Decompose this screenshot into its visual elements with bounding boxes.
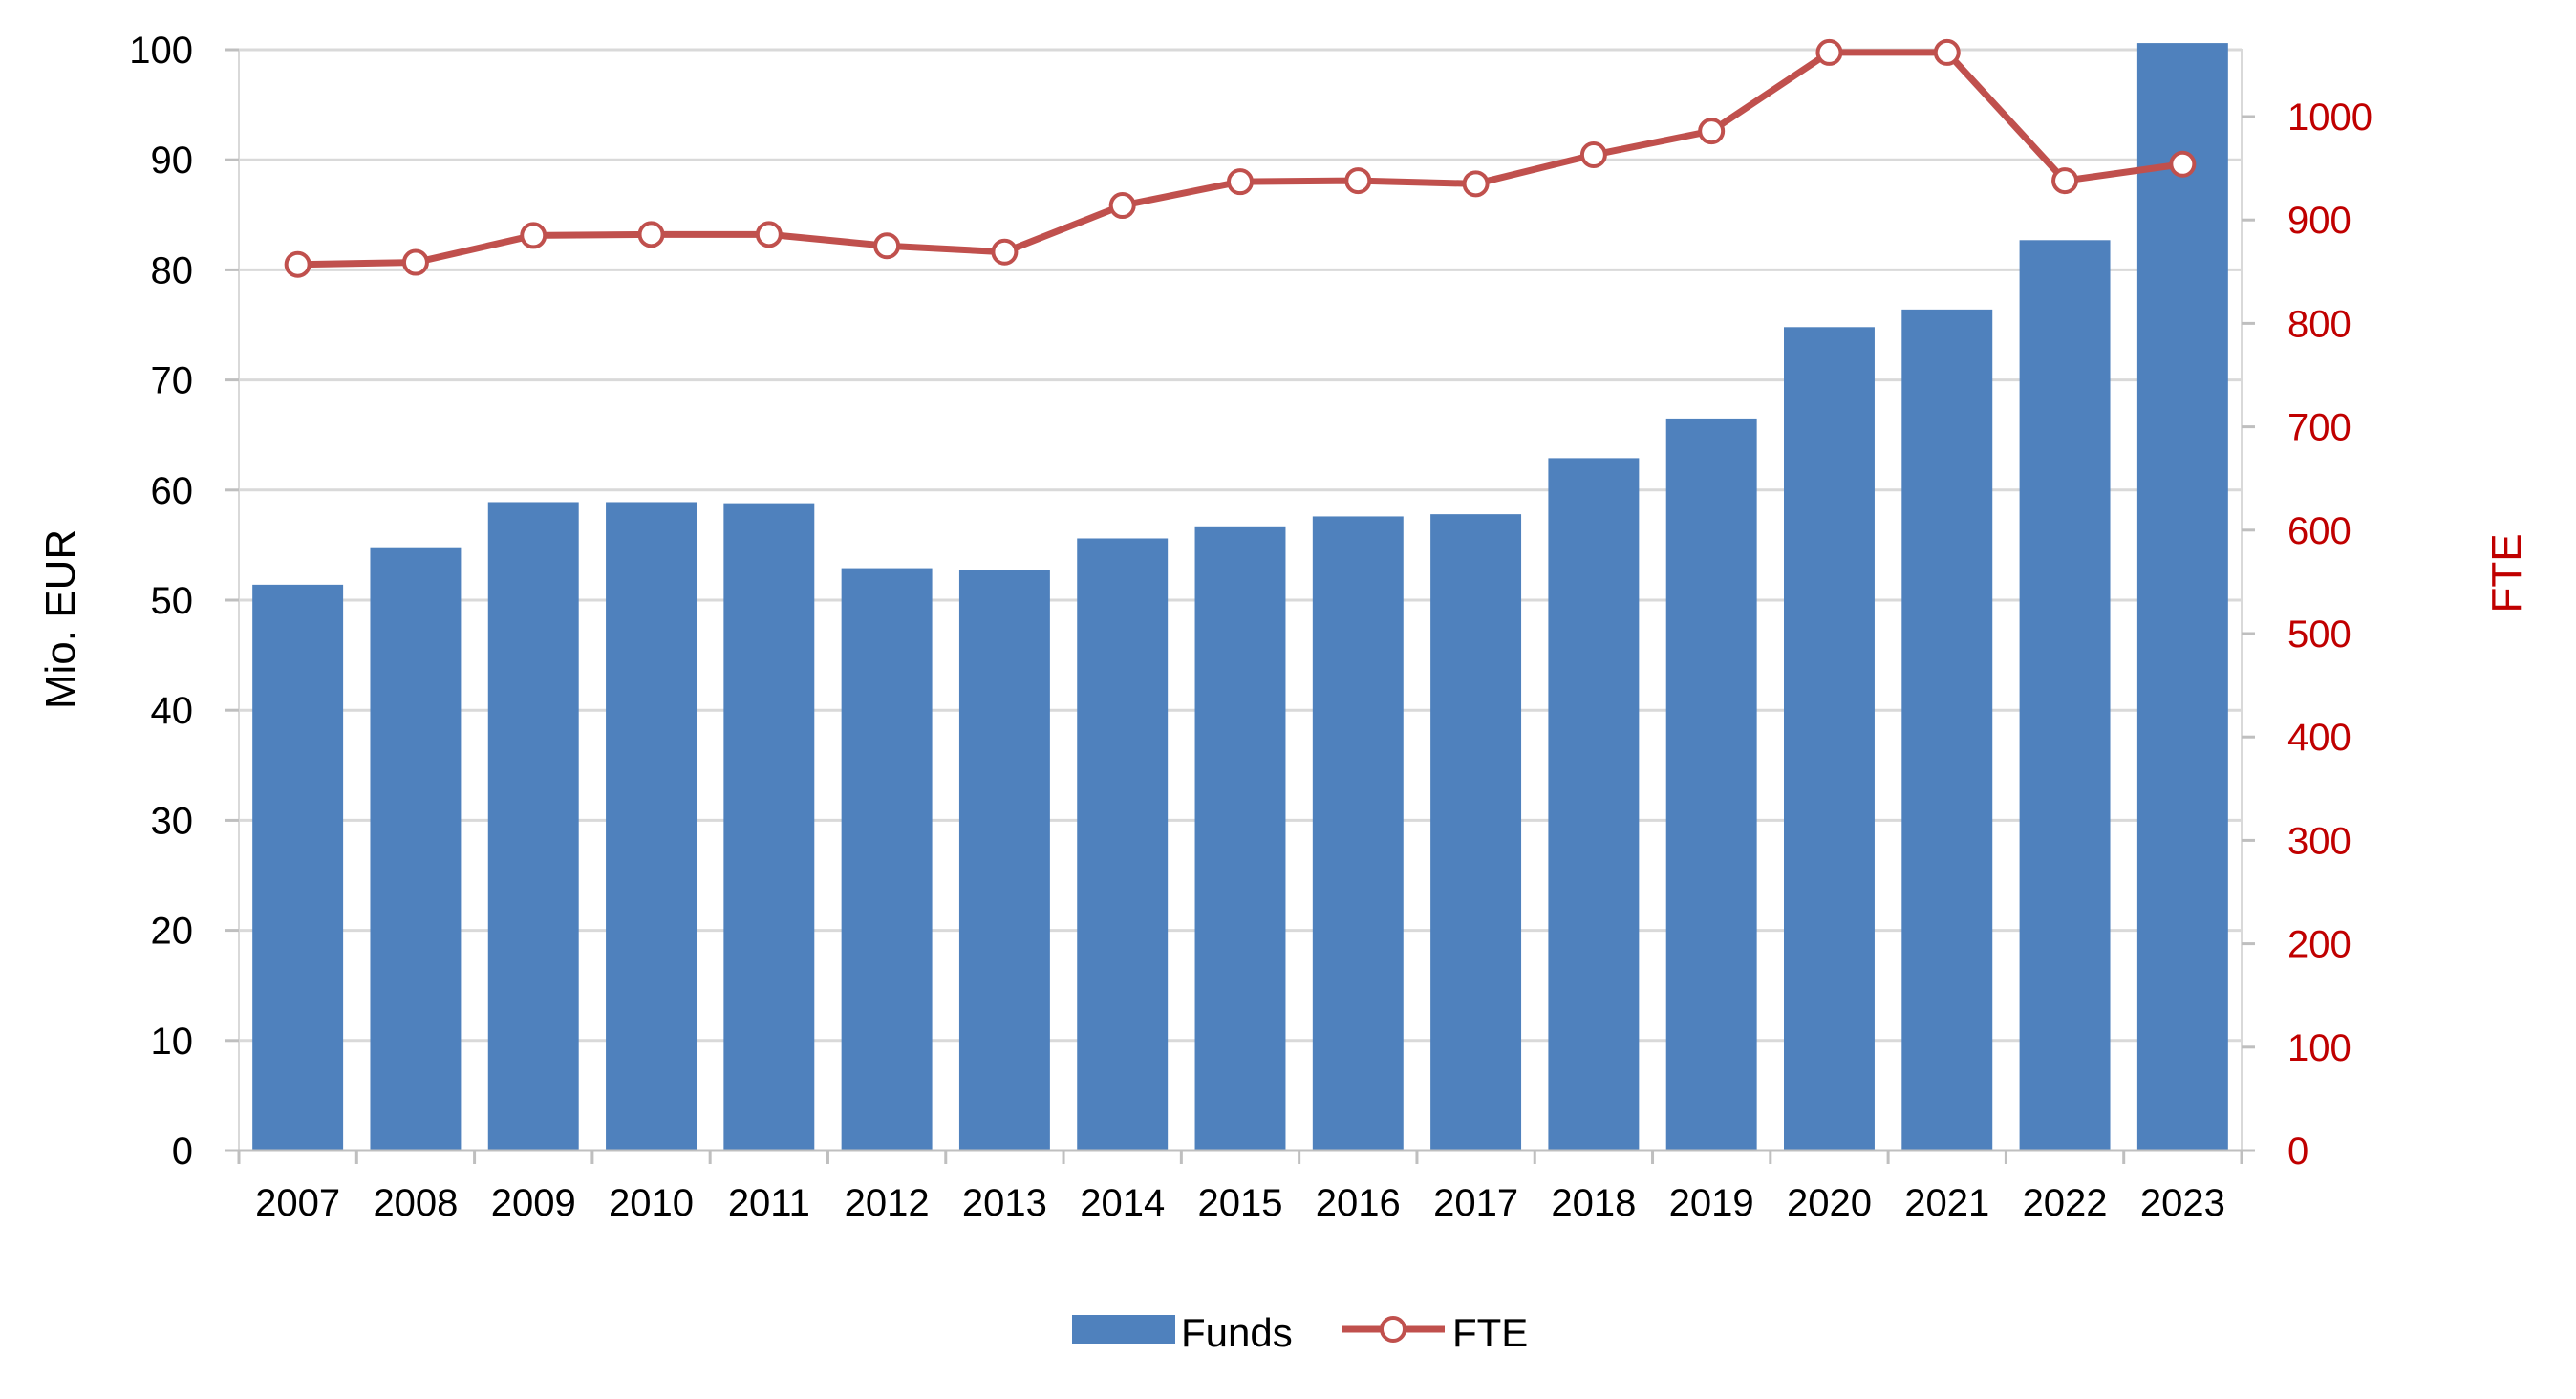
- funds-bar: [841, 568, 933, 1151]
- x-tick-label: 2021: [1904, 1182, 1989, 1224]
- y2-tick-label: 0: [2287, 1130, 2308, 1173]
- legend-funds-swatch: [1072, 1315, 1175, 1344]
- fte-point: [284, 250, 311, 278]
- y2-tick-label: 400: [2287, 717, 2351, 759]
- y2-tick-label: 300: [2287, 820, 2351, 862]
- fte-point: [1933, 38, 1961, 66]
- y2-tick-label: 500: [2287, 613, 2351, 656]
- y-axis-title: Mio. EUR: [37, 529, 84, 709]
- funds-bar: [1312, 516, 1404, 1151]
- y2-tick-label: 200: [2287, 924, 2351, 966]
- funds-bar: [2136, 43, 2228, 1151]
- y2-tick-label: 100: [2287, 1027, 2351, 1069]
- funds-bar: [487, 502, 579, 1151]
- y-tick-label: 70: [151, 360, 194, 402]
- fte-point: [1579, 141, 1607, 169]
- legend-fte-marker: [1380, 1316, 1406, 1343]
- funds-bar: [1430, 514, 1522, 1151]
- x-tick-label: 2017: [1433, 1182, 1518, 1224]
- fte-point: [991, 238, 1019, 266]
- x-tick-label: 2014: [1080, 1182, 1165, 1224]
- funds-bar: [1665, 418, 1757, 1151]
- y-tick-label: 100: [129, 30, 193, 72]
- x-tick-label: 2022: [2023, 1182, 2108, 1224]
- fte-point: [2169, 150, 2197, 178]
- fte-point: [1462, 170, 1490, 198]
- funds-bar: [2019, 240, 2111, 1151]
- y-tick-label: 30: [151, 800, 194, 842]
- fte-line: [284, 38, 2197, 278]
- y2-axis-title: FTE: [2483, 533, 2530, 613]
- fte-point: [520, 222, 547, 249]
- y-tick-label: 20: [151, 911, 194, 953]
- x-tick-label: 2007: [255, 1182, 340, 1224]
- x-tick-label: 2015: [1198, 1182, 1283, 1224]
- funds-bar: [606, 502, 697, 1151]
- y2-tick-label: 600: [2287, 510, 2351, 552]
- y2-tick-label: 800: [2287, 303, 2351, 345]
- fte-point: [401, 248, 429, 276]
- x-tick-label: 2020: [1787, 1182, 1872, 1224]
- y-tick-label: 50: [151, 580, 194, 622]
- fte-point: [873, 232, 901, 260]
- y-tick-label: 90: [151, 140, 194, 182]
- axes: [225, 48, 2255, 1164]
- y2-tick-label: 900: [2287, 200, 2351, 242]
- fte-point: [1227, 168, 1254, 196]
- funds-bar: [1548, 458, 1640, 1151]
- x-tick-label: 2016: [1316, 1182, 1401, 1224]
- fte-point: [637, 221, 665, 248]
- x-tick-label: 2013: [962, 1182, 1047, 1224]
- x-tick-label: 2019: [1669, 1182, 1754, 1224]
- funds-bar: [370, 547, 462, 1151]
- fte-point: [2051, 167, 2079, 195]
- y2-tick-label: 700: [2287, 407, 2351, 449]
- x-tick-label: 2008: [373, 1182, 458, 1224]
- legend-fte-label: FTE: [1452, 1310, 1528, 1355]
- y-tick-label: 60: [151, 470, 194, 512]
- x-tick-label: 2011: [728, 1182, 810, 1224]
- fte-point: [1698, 118, 1726, 145]
- y-tick-label: 0: [172, 1130, 193, 1173]
- x-tick-label: 2012: [845, 1182, 930, 1224]
- fte-point: [1108, 192, 1136, 220]
- funds-bar: [252, 584, 344, 1151]
- x-tick-label: 2018: [1551, 1182, 1636, 1224]
- funds-bars: [252, 43, 2228, 1151]
- y-tick-label: 80: [151, 249, 194, 291]
- x-tick-label: 2010: [609, 1182, 694, 1224]
- funds-bar: [1784, 327, 1875, 1151]
- y-tick-label: 10: [151, 1021, 194, 1063]
- legend-funds-label: Funds: [1181, 1310, 1293, 1355]
- funds-bar: [1194, 526, 1286, 1151]
- y-tick-label: 40: [151, 690, 194, 732]
- legend: Funds FTE: [1072, 1310, 1528, 1355]
- fte-point: [755, 221, 783, 248]
- tick-labels: 0102030405060708090100010020030040050060…: [129, 30, 2372, 1224]
- funds-bar: [958, 570, 1050, 1151]
- fte-point: [1344, 167, 1372, 195]
- funds-bar: [723, 503, 815, 1151]
- funds-bar: [1901, 309, 1993, 1151]
- funds-bar: [1077, 538, 1169, 1151]
- x-tick-label: 2009: [491, 1182, 576, 1224]
- y2-tick-label: 1000: [2287, 97, 2372, 139]
- fte-point: [1815, 38, 1843, 66]
- x-tick-label: 2023: [2140, 1182, 2225, 1224]
